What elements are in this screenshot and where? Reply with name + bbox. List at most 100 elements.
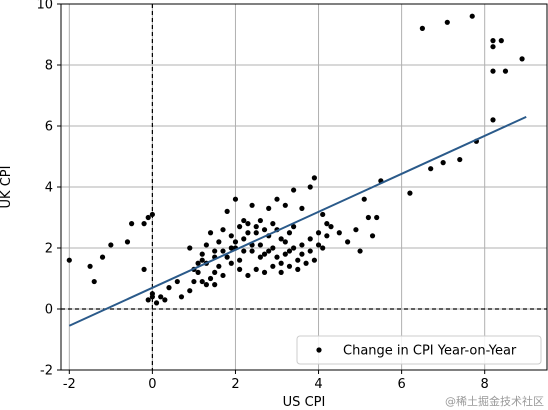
data-point	[353, 227, 359, 233]
data-point	[203, 242, 209, 248]
data-point	[274, 196, 280, 202]
data-point	[519, 56, 525, 62]
data-point	[232, 239, 239, 245]
legend-box	[296, 335, 542, 365]
data-point	[278, 260, 284, 266]
x-ticks: -2 0 2 4 6 8	[63, 370, 489, 392]
x-tick-label: 0	[148, 377, 156, 392]
data-point	[419, 25, 425, 31]
data-point	[336, 230, 342, 236]
data-point	[149, 211, 155, 218]
data-point	[224, 254, 230, 260]
data-point	[245, 230, 251, 236]
data-point	[228, 233, 234, 239]
data-point	[149, 294, 155, 300]
data-point	[108, 242, 114, 248]
data-point	[307, 184, 313, 190]
data-point	[299, 251, 305, 257]
data-point	[282, 202, 288, 208]
legend-marker	[316, 347, 322, 353]
data-point	[428, 166, 434, 172]
data-point	[220, 248, 226, 254]
data-point	[228, 260, 234, 266]
y-tick-label: 8	[45, 59, 53, 74]
data-point	[153, 300, 160, 306]
data-point	[129, 221, 135, 227]
data-point	[361, 196, 367, 202]
data-point	[407, 190, 413, 196]
x-tick-label: 8	[481, 377, 489, 392]
data-point	[261, 227, 268, 233]
data-point	[124, 239, 131, 245]
data-point	[266, 205, 272, 211]
data-point	[374, 214, 380, 221]
data-point	[178, 294, 185, 300]
data-point	[195, 260, 201, 266]
data-point	[191, 278, 197, 285]
data-point	[286, 263, 293, 269]
data-points	[66, 13, 525, 306]
data-point	[203, 282, 209, 288]
data-point	[307, 248, 313, 254]
data-point	[278, 236, 284, 242]
data-point	[241, 248, 247, 254]
data-point	[249, 202, 255, 208]
data-point	[311, 257, 317, 263]
y-tick-label: 2	[45, 242, 53, 257]
data-point	[307, 236, 313, 242]
y-tick-label: -2	[40, 364, 53, 379]
data-point	[195, 269, 201, 275]
y-tick-label: 4	[45, 181, 53, 196]
data-point	[245, 221, 251, 227]
data-point	[261, 251, 268, 257]
data-point	[490, 68, 496, 74]
data-point	[295, 257, 301, 263]
data-point	[266, 248, 272, 254]
data-point	[328, 224, 334, 230]
data-point	[66, 257, 72, 263]
data-point	[99, 254, 106, 260]
data-point	[91, 278, 97, 285]
data-point	[253, 224, 259, 230]
data-point	[207, 275, 214, 282]
data-point	[212, 248, 218, 254]
data-point	[145, 297, 151, 303]
x-tick-label: 2	[231, 377, 239, 392]
data-point	[490, 117, 496, 123]
data-point	[324, 233, 330, 239]
data-point	[237, 257, 243, 263]
data-point	[257, 254, 263, 260]
y-axis-label: UK CPI	[0, 166, 14, 209]
data-point	[444, 19, 450, 25]
data-point	[286, 248, 293, 254]
data-point	[162, 297, 168, 303]
y-tick-label: 6	[45, 120, 53, 135]
data-point	[199, 251, 205, 257]
data-point	[237, 266, 243, 272]
data-point	[502, 68, 509, 74]
reference-lines	[61, 4, 547, 370]
data-point	[257, 217, 263, 224]
data-point	[212, 269, 218, 275]
data-point	[187, 245, 193, 251]
data-point	[286, 230, 293, 236]
data-point	[220, 227, 226, 233]
data-point	[498, 38, 504, 44]
data-point	[166, 285, 172, 291]
data-point	[224, 208, 230, 214]
data-point	[249, 248, 255, 254]
regression-line	[68, 115, 527, 327]
data-point	[232, 196, 239, 202]
data-point	[216, 263, 222, 269]
data-point	[324, 221, 330, 227]
data-point	[216, 239, 222, 245]
data-point	[282, 251, 288, 257]
data-point	[315, 230, 322, 236]
data-point	[490, 44, 496, 50]
y-tick-label: 10	[36, 0, 53, 13]
data-point	[291, 245, 297, 251]
data-point	[320, 211, 326, 218]
y-ticks: -2 0 2 4 6 8 10	[36, 0, 61, 379]
data-point	[303, 260, 309, 266]
